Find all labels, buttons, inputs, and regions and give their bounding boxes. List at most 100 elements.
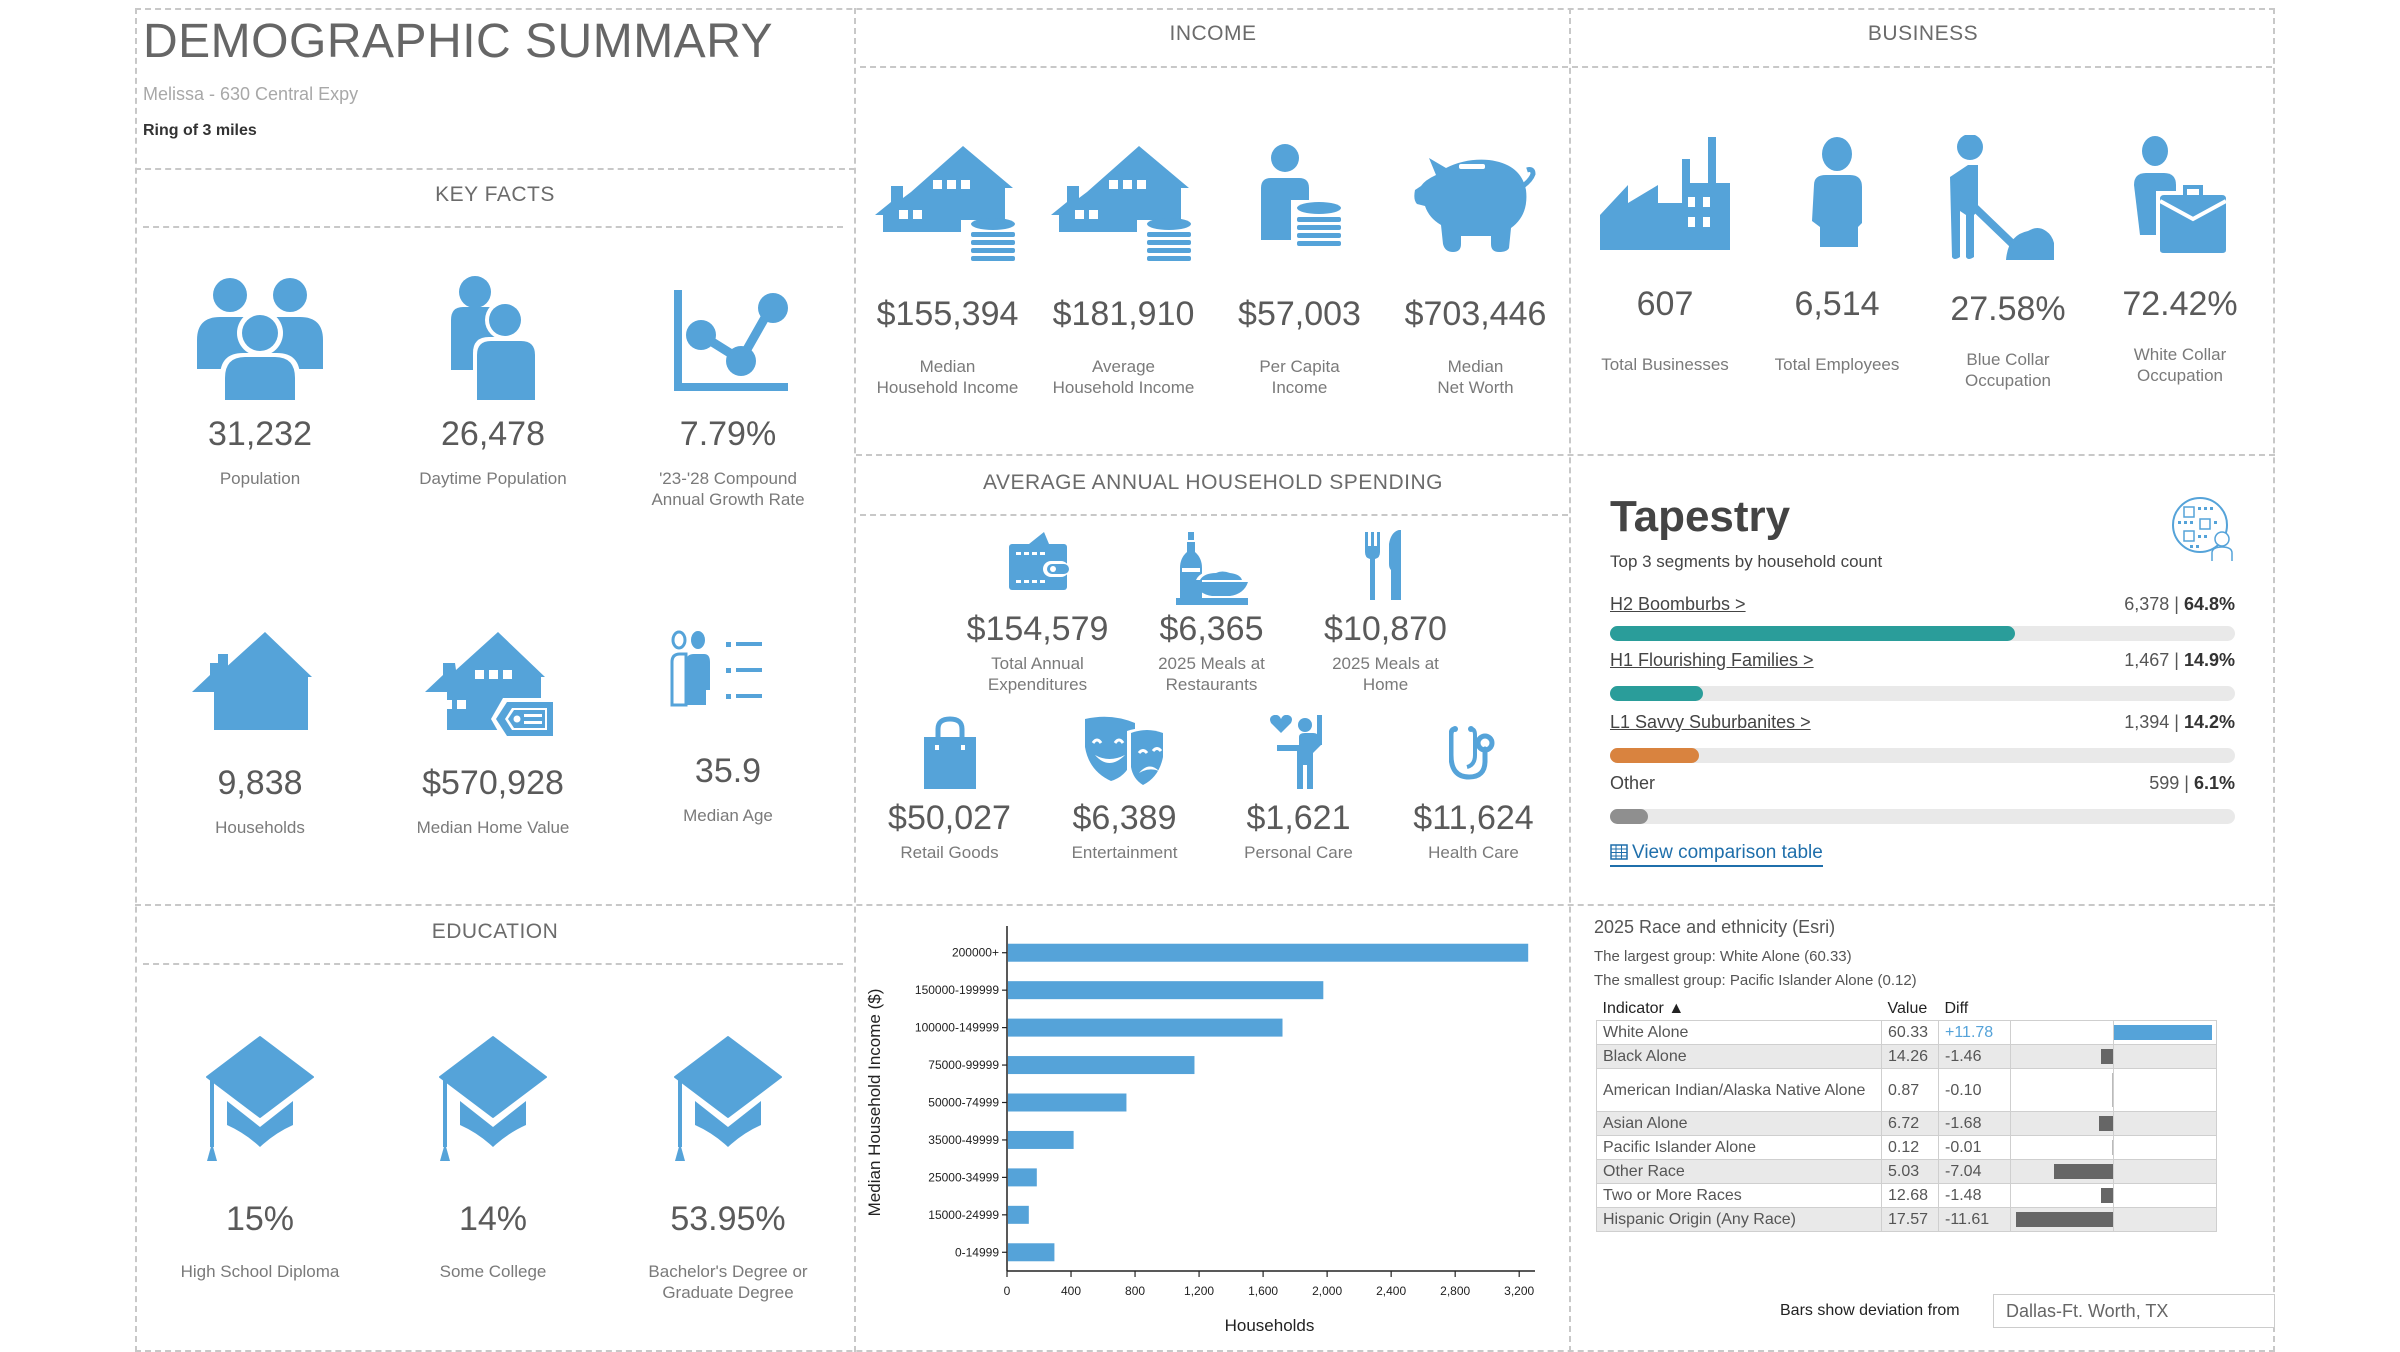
- stat-population: 31,232 Population: [160, 275, 360, 489]
- deviation-bar: [2099, 1116, 2113, 1131]
- x-tick-label: 2,800: [1440, 1284, 1470, 1298]
- x-tick-label: 400: [1061, 1284, 1081, 1298]
- deviation-bar: [2054, 1164, 2113, 1179]
- divider: [1572, 66, 2272, 68]
- stat-label: '23-'28 Compound Annual Growth Rate: [651, 469, 805, 509]
- y-axis-title: Median Household Income ($): [865, 989, 884, 1217]
- stat-growth-rate: 7.79% '23-'28 Compound Annual Growth Rat…: [628, 275, 828, 510]
- stat-blue-collar: 27.58% Blue Collar Occupation: [1923, 135, 2093, 391]
- stat-median-net-worth: $703,446 Median Net Worth: [1388, 140, 1563, 398]
- zero-line: [2113, 1208, 2114, 1231]
- house-coins-icon: [874, 146, 1023, 265]
- x-tick-label: 3,200: [1504, 1284, 1534, 1298]
- stat-label: Total Employees: [1774, 355, 1900, 374]
- view-comparison-table-label: View comparison table: [1632, 842, 1823, 863]
- view-comparison-table-link[interactable]: View comparison table: [1610, 842, 1823, 867]
- segment-bar-track: [1610, 626, 2235, 641]
- stat-label: Total Annual Expenditures: [987, 654, 1088, 694]
- bar: [1008, 1018, 1283, 1037]
- bar: [1008, 981, 1324, 1000]
- stat-meals-restaurants: $6,365 2025 Meals at Restaurants: [1124, 530, 1299, 695]
- bar: [1008, 1243, 1055, 1262]
- value-column-header[interactable]: Value: [1887, 1000, 1928, 1017]
- stat-value: $11,624: [1413, 799, 1534, 837]
- stat-label: Median Household Income: [876, 357, 1019, 397]
- white-collar-briefcase-icon: [2134, 136, 2230, 255]
- race-value: 17.57: [1881, 1207, 1939, 1232]
- tapestry-segment: H1 Flourishing Families > 1,467 | 14.9%: [1610, 650, 2235, 701]
- stat-value: $50,027: [888, 799, 1011, 837]
- stat-label: Some College: [439, 1262, 547, 1281]
- tapestry-segment: L1 Savvy Suburbanites > 1,394 | 14.2%: [1610, 712, 2235, 763]
- race-smallest-group: The smallest group: Pacific Islander Alo…: [1594, 972, 1917, 989]
- deviation-bar: [2112, 1073, 2113, 1107]
- race-value: 6.72: [1881, 1111, 1939, 1136]
- stat-label: Median Net Worth: [1437, 357, 1514, 397]
- stat-value: 72.42%: [2122, 285, 2238, 323]
- segment-bar-fill: [1610, 626, 2015, 641]
- stat-total-employees: 6,514 Total Employees: [1752, 135, 1922, 375]
- segment-link[interactable]: H1 Flourishing Families >: [1610, 650, 1814, 670]
- divider: [143, 963, 843, 965]
- indicator-column-header[interactable]: Indicator ▲: [1602, 1000, 1685, 1017]
- race-deviation-bar-cell: [2010, 1044, 2217, 1069]
- segment-link[interactable]: H2 Boomburbs >: [1610, 594, 1746, 614]
- diff-column-header[interactable]: Diff: [1944, 1000, 1969, 1017]
- stat-personal-care: $1,621 Personal Care: [1211, 715, 1386, 863]
- race-diff: -1.48: [1938, 1183, 2011, 1208]
- race-deviation-bar-cell: [2010, 1183, 2217, 1208]
- income-distribution-chart: 200000+ 150000-199999 100000-149999 75000-9…: [865, 926, 1535, 1335]
- deviation-bar: [2016, 1212, 2113, 1227]
- personal-care-icon: [1269, 715, 1322, 789]
- y-tick-label: 0-14999: [955, 1245, 999, 1259]
- growth-chart-icon: [673, 290, 788, 391]
- segment-households: 1,394: [2124, 712, 2170, 732]
- segment-other-label: Other: [1610, 773, 1656, 793]
- stat-label: Households: [215, 818, 305, 837]
- race-diff: -1.68: [1938, 1111, 2011, 1136]
- deviation-bar: [2112, 1140, 2113, 1155]
- race-deviation-bar-cell: [2010, 1159, 2217, 1184]
- graduation-cap-icon: [674, 1036, 782, 1161]
- segment-count: 6,378 | 64.8%: [2124, 594, 2235, 614]
- stat-label: Population: [219, 469, 301, 488]
- stat-total-businesses: 607 Total Businesses: [1580, 135, 1750, 375]
- y-tick-label: 150000-199999: [915, 983, 999, 997]
- stat-high-school: 15% High School Diploma: [160, 1035, 360, 1282]
- race-diff: -0.10: [1938, 1068, 2011, 1112]
- stat-median-home-value: $570,928 Median Home Value: [393, 630, 593, 838]
- bar: [1008, 1168, 1037, 1187]
- divider: [1569, 8, 1571, 1352]
- stat-value: $570,928: [422, 764, 564, 802]
- race-value: 14.26: [1881, 1044, 1939, 1069]
- shopping-bag-icon: [923, 716, 976, 789]
- tapestry-subtitle: Top 3 segments by household count: [1610, 552, 1883, 571]
- segment-link[interactable]: L1 Savvy Suburbanites >: [1610, 712, 1811, 732]
- graduation-cap-icon: [206, 1036, 314, 1161]
- stat-value: $181,910: [1052, 295, 1195, 333]
- house-coins-icon: [1050, 146, 1199, 265]
- stat-some-college: 14% Some College: [393, 1035, 593, 1282]
- stat-value: $703,446: [1404, 295, 1547, 333]
- deviation-bar: [2100, 1049, 2113, 1064]
- stat-label: 2025 Meals at Home: [1332, 654, 1439, 694]
- graduation-cap-icon: [439, 1036, 547, 1161]
- zero-line: [2113, 1021, 2114, 1044]
- section-title: INCOME: [1169, 22, 1257, 45]
- deviation-bar: [2100, 1188, 2113, 1203]
- spending-section: AVERAGE ANNUAL HOUSEHOLD SPENDING: [856, 454, 1570, 904]
- race-largest-group: The largest group: White Alone (60.33): [1594, 948, 1852, 965]
- x-axis-title: Households: [1225, 1316, 1315, 1335]
- deviation-area-input[interactable]: [1993, 1294, 2275, 1328]
- stat-value: 7.79%: [679, 415, 777, 453]
- y-tick-label: 200000+: [952, 946, 999, 960]
- segment-percent: 14.9%: [2183, 650, 2235, 670]
- stat-households: 9,838 Households: [160, 630, 360, 838]
- bar: [1008, 1130, 1074, 1149]
- segment-count: 1,394 | 14.2%: [2124, 712, 2235, 732]
- stat-retail-goods: $50,027 Retail Goods: [862, 715, 1037, 863]
- stat-median-age: 35.9 Median Age: [628, 630, 828, 826]
- stat-value: 14%: [458, 1200, 528, 1238]
- people-age-list-icon: [670, 630, 762, 707]
- person-coins-icon: [1260, 144, 1345, 260]
